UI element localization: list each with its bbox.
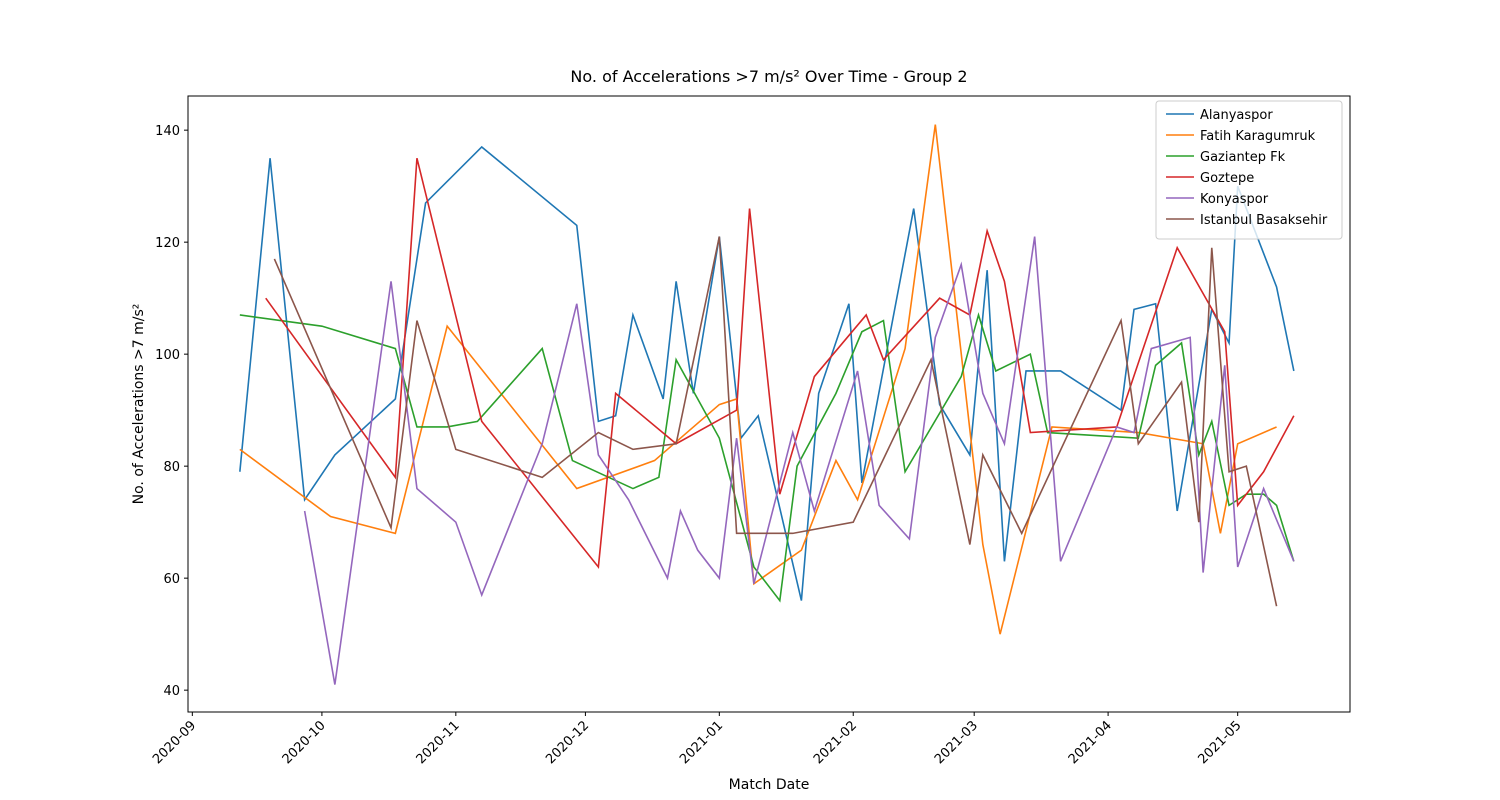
y-tick-label: 80: [163, 460, 180, 475]
legend-label: Alanyaspor: [1200, 108, 1273, 123]
series-line: [273, 236, 1278, 607]
x-tick-label: 2020-11: [414, 718, 463, 767]
legend-box: [1155, 100, 1343, 240]
legend-label: Istanbul Basaksehir: [1200, 213, 1328, 228]
y-axis-label: No. of Accelerations >7 m/s²: [131, 304, 147, 505]
series-line: [239, 145, 1295, 601]
series-line: [303, 236, 1295, 685]
series-line: [239, 312, 1295, 603]
legend-label: Gaziantep Fk: [1200, 150, 1286, 165]
legend-label: Fatih Karagumruk: [1200, 129, 1316, 144]
y-tick-label: 40: [163, 684, 180, 699]
y-tick-label: 140: [155, 124, 180, 139]
x-tick-label: 2021-05: [1195, 718, 1244, 767]
series-line: [239, 124, 1277, 635]
x-tick-label: 2021-03: [932, 718, 981, 767]
legend-label: Konyaspor: [1200, 192, 1269, 207]
x-axis-label: Match Date: [729, 777, 810, 793]
plot-frame: [187, 95, 1351, 713]
x-tick-label: 2020-10: [280, 718, 329, 767]
y-tick-label: 100: [155, 348, 180, 363]
x-tick-label: 2021-04: [1066, 718, 1115, 767]
y-tick-label: 120: [155, 236, 180, 251]
x-tick-label: 2020-12: [543, 718, 592, 767]
x-tick-label: 2020-09: [150, 718, 199, 767]
y-tick-label: 60: [163, 572, 180, 587]
legend-label: Goztepe: [1200, 171, 1254, 186]
series-line: [265, 157, 1295, 569]
chart-title: No. of Accelerations >7 m/s² Over Time -…: [570, 67, 967, 86]
legend: Alanyaspor Fatih Karagumruk Gaziantep Fk Go…: [1155, 100, 1343, 240]
x-tick-label: 2021-02: [811, 718, 860, 767]
x-tick-label: 2021-01: [677, 718, 726, 767]
